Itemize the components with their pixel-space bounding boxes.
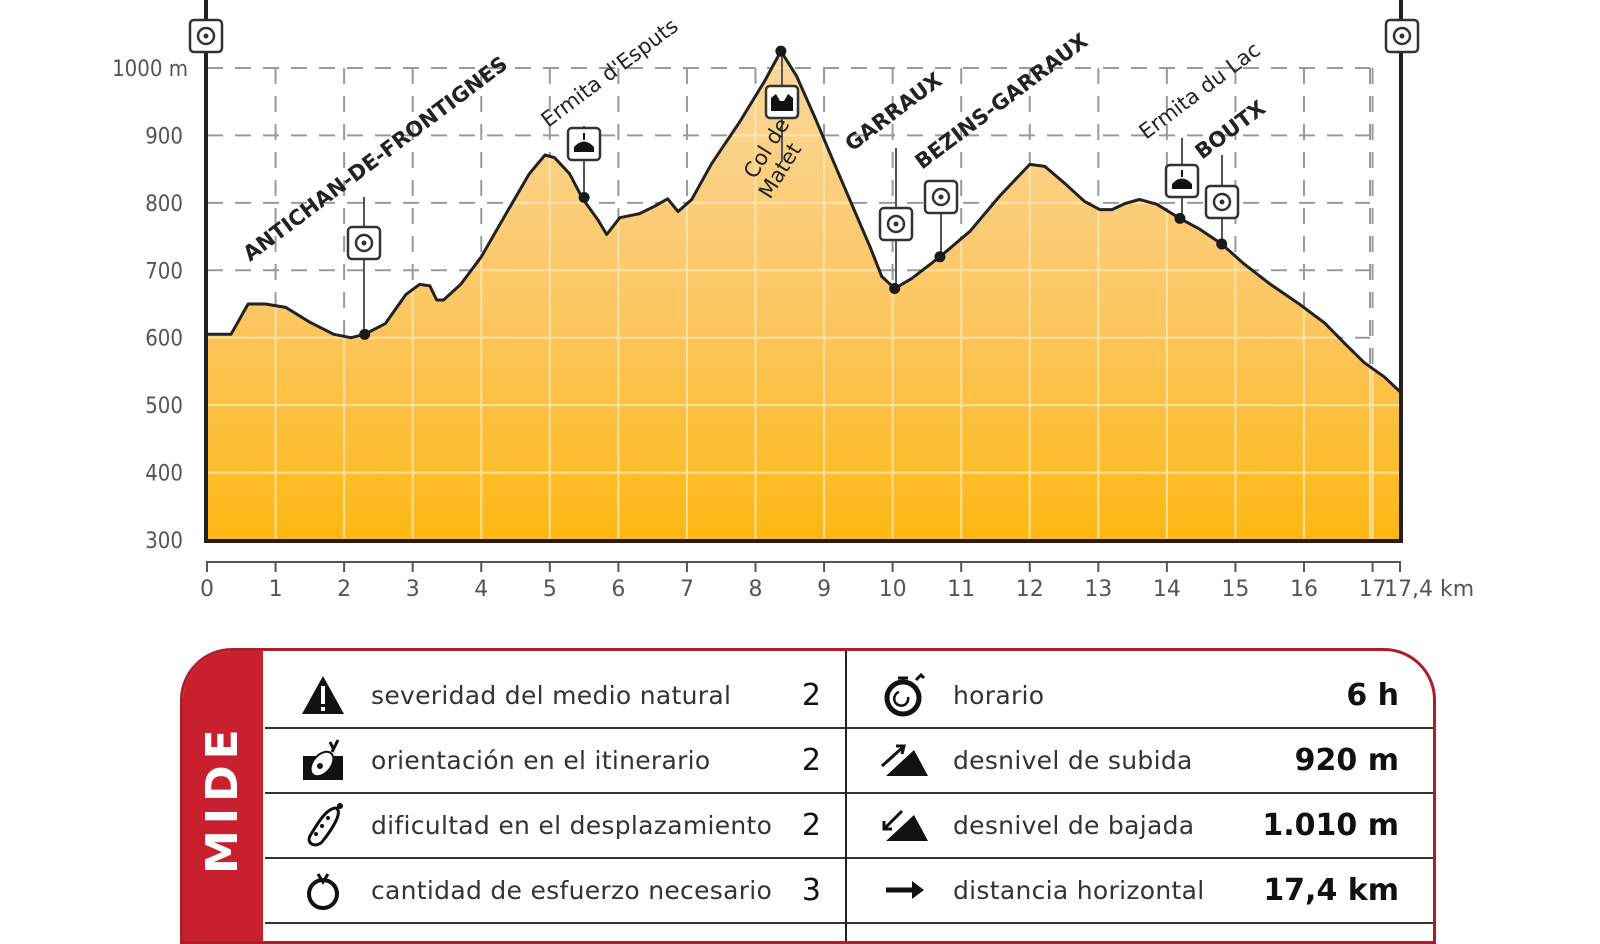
village-target-icon bbox=[188, 18, 224, 54]
village-target-icon bbox=[923, 179, 959, 215]
x-tick-label: 8 bbox=[749, 577, 763, 602]
mide-tab: MIDE bbox=[183, 651, 263, 941]
mide-row-descent-slope: desnivel de bajada 1.010 m bbox=[847, 793, 1433, 859]
descent-slope-icon bbox=[875, 801, 935, 849]
x-tick-label: 0 bbox=[200, 577, 214, 602]
mide-label: cantidad de esfuerzo necesario bbox=[371, 875, 773, 905]
y-tick-label: 800 bbox=[145, 192, 183, 217]
x-tick-label: 12 bbox=[1016, 577, 1044, 602]
warning-triangle-icon bbox=[293, 671, 353, 719]
chapel-icon bbox=[1164, 163, 1200, 199]
x-tick-label: 9 bbox=[817, 577, 831, 602]
stopwatch-icon bbox=[875, 671, 935, 719]
mide-row-ascent-slope: desnivel de subida 920 m bbox=[847, 728, 1433, 794]
village-target-icon bbox=[1384, 18, 1420, 54]
y-tick-label: 300 bbox=[145, 529, 183, 554]
y-tick-label: 900 bbox=[145, 124, 183, 149]
mide-value: 2 bbox=[801, 677, 821, 713]
orientation-compass-icon bbox=[293, 736, 353, 784]
waypoint-dot bbox=[1216, 238, 1228, 250]
waypoint-label: BEZINS-GARRAUX bbox=[911, 29, 1093, 174]
x-tick-label: 16 bbox=[1290, 577, 1318, 602]
x-tick-label: 7 bbox=[680, 577, 694, 602]
mide-value: 2 bbox=[801, 742, 821, 778]
x-tick-label: 4 bbox=[474, 577, 488, 602]
waypoint-label: BOUTX bbox=[1191, 96, 1270, 164]
mide-value: 6 h bbox=[1346, 677, 1399, 713]
y-tick-label: 500 bbox=[145, 394, 183, 419]
mide-row-effort-heart: cantidad de esfuerzo necesario 3 bbox=[265, 858, 845, 924]
x-tick-label: 5 bbox=[543, 577, 557, 602]
effort-heart-icon bbox=[293, 866, 353, 914]
waypoint-dot bbox=[578, 191, 590, 203]
x-tick-label: 15 bbox=[1221, 577, 1249, 602]
mide-tab-label: MIDE bbox=[197, 723, 248, 875]
mountain-pass-icon bbox=[764, 84, 800, 120]
village-target-icon bbox=[878, 206, 914, 242]
mide-label: horario bbox=[953, 680, 1045, 710]
village-target-icon bbox=[346, 225, 382, 261]
mide-value: 1.010 m bbox=[1262, 807, 1399, 843]
mide-label: desnivel de subida bbox=[953, 745, 1193, 775]
x-tick-label: 13 bbox=[1084, 577, 1112, 602]
ascent-slope-icon bbox=[875, 736, 935, 784]
mide-label: severidad del medio natural bbox=[371, 680, 732, 710]
mide-row-distance-arrow: distancia horizontal 17,4 km bbox=[847, 858, 1433, 924]
x-tick-label: 10 bbox=[879, 577, 907, 602]
waypoint-label: Ermita d'Esputs bbox=[537, 14, 683, 132]
village-target-icon bbox=[1204, 184, 1240, 220]
elevation-area bbox=[207, 51, 1400, 540]
grid-lines-on-fill bbox=[207, 67, 1400, 540]
x-axis-ticks bbox=[206, 562, 1401, 572]
mide-label: desnivel de bajada bbox=[953, 810, 1195, 840]
x-tick-label: 14 bbox=[1153, 577, 1181, 602]
x-tick-label: 17,4 km bbox=[1384, 577, 1474, 602]
mide-label: distancia horizontal bbox=[953, 875, 1205, 905]
mide-value: 920 m bbox=[1294, 742, 1399, 778]
boot-sole-icon bbox=[293, 801, 353, 849]
y-tick-label: 600 bbox=[145, 327, 183, 352]
chapel-icon bbox=[566, 126, 602, 162]
waypoint-dot bbox=[775, 45, 787, 57]
mide-label: dificultad en el desplazamiento bbox=[371, 810, 773, 840]
waypoint-dot bbox=[359, 328, 371, 340]
mide-left-column: severidad del medio natural 2 orientación … bbox=[265, 651, 847, 941]
x-tick-label: 11 bbox=[947, 577, 975, 602]
waypoint-dot bbox=[934, 251, 946, 263]
y-tick-label: 1000 m bbox=[112, 57, 188, 82]
mide-row-boot-sole: dificultad en el desplazamiento 2 bbox=[265, 793, 845, 859]
mide-value: 17,4 km bbox=[1263, 872, 1399, 908]
mide-right-column: horario 6 h desnivel de subida 920 m desnive… bbox=[847, 651, 1433, 941]
y-tick-label: 400 bbox=[145, 462, 183, 487]
x-tick-label: 17 bbox=[1359, 577, 1387, 602]
x-tick-label: 3 bbox=[406, 577, 420, 602]
mide-row-warning-triangle: severidad del medio natural 2 bbox=[265, 663, 845, 729]
distance-arrow-icon bbox=[875, 866, 935, 914]
waypoint-dot bbox=[889, 282, 901, 294]
mide-label: orientación en el itinerario bbox=[371, 745, 711, 775]
x-tick-label: 2 bbox=[337, 577, 351, 602]
waypoint-dot bbox=[1174, 212, 1186, 224]
y-tick-label: 700 bbox=[145, 259, 183, 284]
elevation-line bbox=[207, 49, 1402, 393]
mide-value: 3 bbox=[801, 872, 821, 908]
x-tick-label: 6 bbox=[611, 577, 625, 602]
mide-row-stopwatch: horario 6 h bbox=[847, 663, 1433, 729]
x-tick-label: 1 bbox=[269, 577, 283, 602]
mide-value: 2 bbox=[801, 807, 821, 843]
y-axis-labels: 1000 m 900 800 700 600 500 400 300 bbox=[112, 57, 188, 554]
mide-row-orientation-compass: orientación en el itinerario 2 bbox=[265, 728, 845, 794]
